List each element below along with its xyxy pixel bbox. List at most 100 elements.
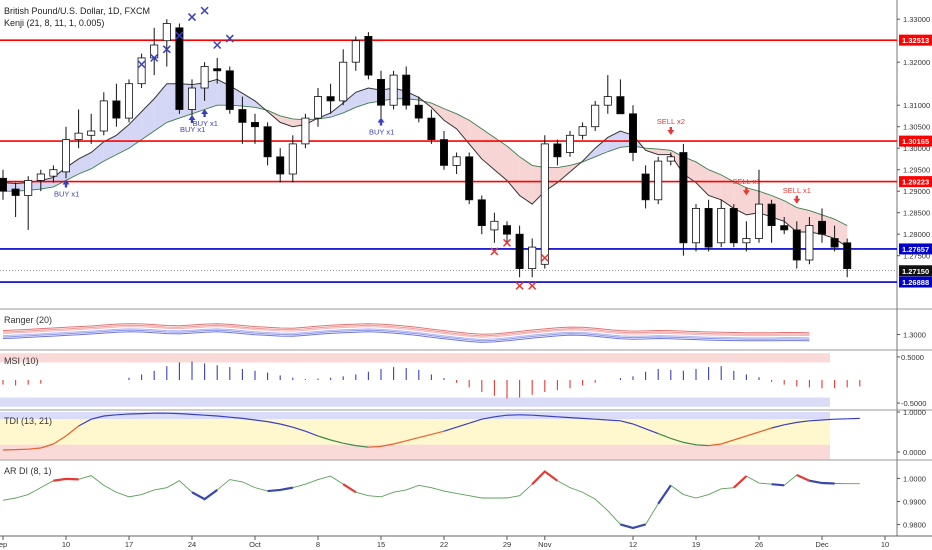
time-tick-label: Nov (538, 540, 552, 549)
kenji-cloud-segment (519, 156, 533, 205)
kenji-cloud-segment (733, 181, 747, 215)
time-tick-label: 12 (629, 540, 637, 549)
time-tick-label: 10 (881, 540, 889, 549)
x-marker (187, 13, 197, 22)
candle-body (439, 139, 448, 166)
candle-body (616, 96, 625, 115)
time-tick-label: 15 (377, 540, 385, 549)
kenji-label: Kenji (21, 8, 11, 1, 0.005) (4, 18, 104, 28)
tdi-line-segment (821, 418, 835, 421)
tdi-line-segment (431, 430, 445, 435)
tdi-line-segment (670, 437, 684, 443)
price-tick-label: 1.29000 (903, 187, 930, 196)
candle-body (62, 139, 71, 173)
tdi-tick-label: 0.0000 (903, 448, 926, 457)
kenji-cloud-segment (557, 165, 570, 183)
msi-tick-label: 0.5000 (901, 353, 924, 362)
tdi-line-segment (695, 444, 709, 447)
kenji-cloud-segment (507, 146, 520, 196)
price-tick-label: 1.30000 (903, 144, 930, 153)
sell-arrow-icon (667, 127, 675, 135)
tdi-line-segment (657, 433, 672, 439)
candle-body (666, 156, 675, 162)
tdi-line-segment (469, 418, 482, 424)
tdi-line-segment (809, 419, 823, 422)
candle-body (780, 225, 789, 231)
time-axis: ep 10 17 24 Oct 8 15 22 29 Nov 12 19 26 Dec 10 (0, 536, 889, 549)
tdi-middle-zone (0, 419, 830, 445)
tdi-line-segment (771, 424, 785, 429)
price-tick-label: 1.32000 (903, 58, 930, 67)
level-label: 1.27657 (902, 245, 929, 254)
tdi-upper-zone (0, 412, 830, 420)
kenji-cloud-segment (708, 169, 722, 200)
tdi-line-segment (733, 435, 747, 441)
time-tick-label: 8 (316, 540, 320, 549)
tdi-line-segment (53, 435, 67, 445)
ranger-tick-label: 1.3000 (903, 331, 926, 340)
level-tag (899, 135, 932, 147)
tdi-line-segment (582, 417, 596, 420)
candle-body (137, 57, 146, 85)
sell-arrow-icon (793, 195, 801, 204)
price-tick-label: 1.29500 (903, 166, 930, 175)
time-tick-label: 22 (440, 540, 448, 549)
x-marker (225, 34, 234, 43)
tdi-tick-label: 1.0000 (903, 408, 926, 417)
tdi-line-segment (683, 441, 697, 446)
tdi-line-segment (456, 422, 470, 428)
candle-body (629, 113, 638, 153)
tdi-line-segment (330, 439, 344, 444)
msi-upper-zone (0, 353, 830, 363)
candle-body (313, 96, 322, 119)
kenji-cloud-segment (469, 120, 482, 159)
kenji-cloud-segment (129, 111, 142, 149)
candle-body (805, 225, 814, 261)
time-tick-label: 17 (125, 540, 133, 549)
ardi-tick-label: 0.9800 (903, 520, 926, 529)
x-marker (150, 53, 159, 62)
indicator-bands (0, 353, 830, 460)
tdi-line-segment (721, 439, 734, 445)
kenji-cloud-segment (444, 108, 457, 129)
x-marker (490, 247, 499, 256)
candle-body (755, 203, 764, 239)
price-tick-label: 1.28500 (903, 209, 930, 218)
candle-body (225, 70, 234, 110)
ranger-band (2, 331, 810, 343)
candle-body (213, 68, 222, 72)
level-label: 1.26888 (902, 278, 929, 287)
kenji-cloud-segment (721, 174, 734, 209)
candle-body (502, 225, 511, 235)
candle-body (87, 130, 96, 136)
kenji-cloud-segment (242, 93, 255, 108)
sell-arrow-icon (742, 187, 750, 196)
candle-body (364, 36, 373, 76)
candle-body (376, 79, 385, 106)
msi-lower-zone (0, 397, 830, 407)
price-tick-label: 1.31000 (903, 101, 930, 110)
tdi-line-segment (380, 443, 394, 447)
candle-body (477, 199, 486, 227)
level-label: 1.30165 (902, 137, 929, 146)
tdi-line-segment (796, 420, 810, 423)
tdi-line-segment (191, 413, 205, 416)
tdi-line-segment (557, 416, 571, 419)
ardi-line (2, 470, 860, 529)
buy-signal-label: BUY x1 (54, 189, 79, 198)
tdi-line-segment (305, 430, 319, 437)
ardi-tick-label: 0.9900 (903, 497, 926, 506)
kenji-cloud-segment (481, 128, 495, 170)
sell-signal-label: SELL x2 (657, 117, 685, 126)
tdi-line-segment (708, 443, 722, 447)
price-tick-label: 1.27500 (903, 252, 930, 261)
tdi-line-segment (393, 440, 407, 445)
ranger-band (2, 323, 810, 335)
candle-body (515, 233, 524, 269)
tdi-line-segment (632, 423, 646, 430)
candle-body (566, 134, 575, 153)
candle-body (74, 132, 83, 140)
candle-body (654, 160, 663, 201)
ardi-highlight (342, 483, 357, 494)
